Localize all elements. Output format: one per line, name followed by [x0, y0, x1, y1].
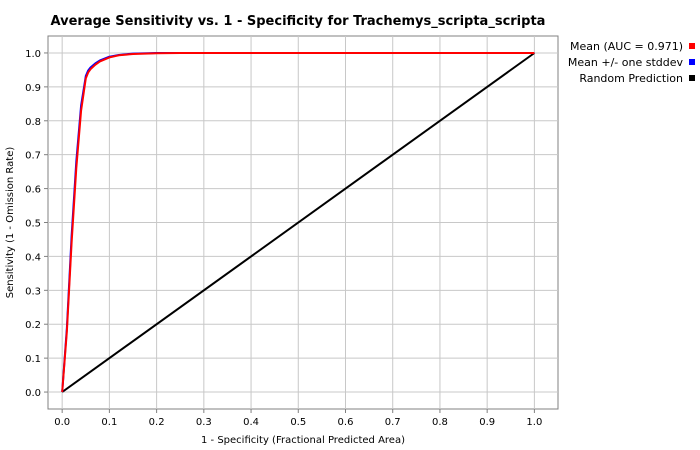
legend-swatch: [689, 43, 695, 49]
y-tick-label: 0.2: [25, 320, 41, 331]
x-tick-label: 0.0: [54, 417, 70, 428]
series-line-mean-auc-0-971: [61, 52, 535, 393]
legend-item: Random Prediction: [560, 70, 695, 86]
series-line-random-prediction: [61, 52, 535, 393]
x-tick-label: 0.2: [149, 417, 165, 428]
x-tick-label: 0.4: [243, 417, 259, 428]
legend-item: Mean +/- one stddev: [560, 54, 695, 70]
x-tick-label: 0.7: [385, 417, 401, 428]
y-tick-label: 0.1: [25, 354, 41, 365]
y-tick-label: 1.0: [25, 49, 41, 60]
x-axis-title: 1 - Specificity (Fractional Predicted Ar…: [201, 435, 405, 446]
legend-label: Mean (AUC = 0.971): [569, 39, 683, 53]
legend: Mean (AUC = 0.971) Mean +/- one stddev Ran…: [560, 38, 695, 86]
y-tick-label: 0.5: [25, 219, 41, 230]
x-tick-label: 0.8: [432, 417, 448, 428]
x-tick-label: 0.9: [479, 417, 495, 428]
x-tick-label: 0.5: [290, 417, 306, 428]
y-axis-title: Sensitivity (1 - Omission Rate): [5, 147, 16, 299]
chart-title: Average Sensitivity vs. 1 - Specificity …: [50, 14, 546, 29]
series-layer: [61, 52, 535, 393]
axes: 0.0 0.1 0.2 0.3 0.4 0.5 0.6 0.7 0.8 0.9 1.0 0.0 0.1 0…: [25, 49, 542, 428]
grid: [48, 36, 558, 409]
y-tick-label: 0.4: [25, 252, 41, 263]
x-tick-label: 1.0: [526, 417, 542, 428]
y-tick-label: 0.8: [25, 117, 41, 128]
y-tick-label: 0.9: [25, 83, 41, 94]
x-tick-label: 0.3: [196, 417, 212, 428]
x-tick-label: 0.1: [101, 417, 117, 428]
y-tick-label: 0.3: [25, 286, 41, 297]
y-tick-label: 0.6: [25, 185, 41, 196]
x-tick-label: 0.6: [338, 417, 354, 428]
y-tick-label: 0.7: [25, 151, 41, 162]
y-tick-label: 0.0: [25, 388, 41, 399]
legend-label: Random Prediction: [579, 71, 683, 85]
legend-swatch: [689, 59, 695, 65]
legend-item: Mean (AUC = 0.971): [560, 38, 695, 54]
legend-swatch: [689, 75, 695, 81]
legend-label: Mean +/- one stddev: [567, 55, 683, 69]
